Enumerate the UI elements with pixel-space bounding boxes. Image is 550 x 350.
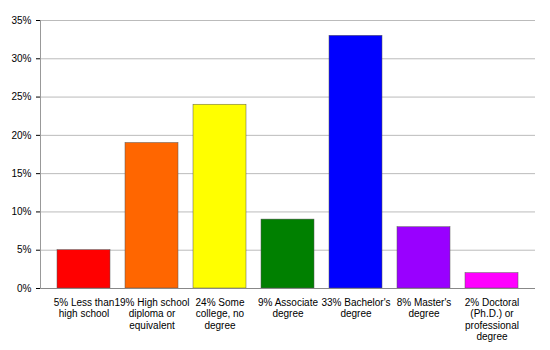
svg-text:15%: 15% xyxy=(11,168,31,179)
svg-text:10%: 10% xyxy=(11,206,31,217)
svg-text:5% Less thanhigh school: 5% Less thanhigh school xyxy=(54,297,115,320)
svg-text:5%: 5% xyxy=(17,244,32,255)
svg-text:33% Bachelor'sdegree: 33% Bachelor'sdegree xyxy=(321,297,390,320)
svg-text:24% Somecollege, nodegree: 24% Somecollege, nodegree xyxy=(196,297,245,331)
svg-text:20%: 20% xyxy=(11,130,31,141)
svg-text:8% Master'sdegree: 8% Master'sdegree xyxy=(397,297,452,320)
svg-text:19% High schooldiploma orequiv: 19% High schooldiploma orequivalent xyxy=(114,297,189,331)
svg-text:0%: 0% xyxy=(17,283,32,294)
svg-text:35%: 35% xyxy=(11,15,31,26)
svg-text:30%: 30% xyxy=(11,53,31,64)
svg-text:9% Associatedegree: 9% Associatedegree xyxy=(258,297,318,320)
svg-text:25%: 25% xyxy=(11,91,31,102)
svg-text:2% Doctoral(Ph.D.) orprofessio: 2% Doctoral(Ph.D.) orprofessionaldegree xyxy=(465,297,519,343)
